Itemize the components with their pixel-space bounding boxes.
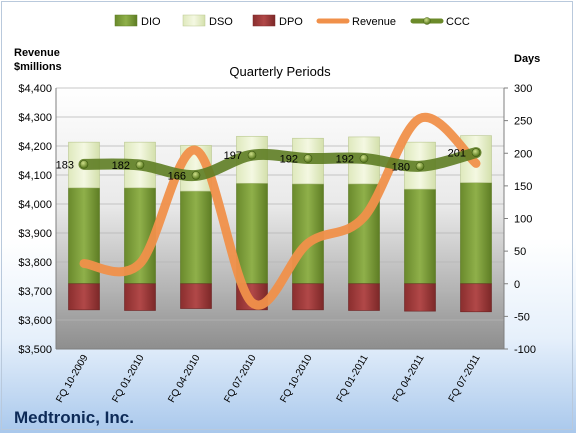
x-tick-label: FQ 10-2009 bbox=[54, 353, 90, 405]
chart-title: Quarterly Periods bbox=[229, 64, 331, 79]
x-tick-label: FQ 07-2011 bbox=[447, 353, 483, 404]
legend-swatch-ccc-dot bbox=[423, 17, 431, 25]
bar-dpo bbox=[348, 283, 380, 311]
left-tick-label: $3,800 bbox=[18, 257, 52, 269]
ccc-line bbox=[78, 147, 482, 182]
bar-dpo bbox=[180, 283, 212, 309]
right-tick-label: 150 bbox=[514, 181, 532, 193]
legend-swatch-dio bbox=[114, 14, 138, 27]
right-tick-label: 0 bbox=[514, 279, 520, 291]
ccc-data-label: 182 bbox=[112, 160, 130, 172]
ccc-point bbox=[415, 162, 425, 171]
left-tick-label: $4,000 bbox=[18, 199, 52, 211]
ccc-point bbox=[79, 160, 89, 169]
company-name: Medtronic, Inc. bbox=[14, 408, 134, 427]
x-tick-label: FQ 01-2010 bbox=[110, 353, 146, 405]
bar-dpo bbox=[68, 283, 100, 311]
x-tick-label: FQ 04-2011 bbox=[391, 353, 427, 404]
plot-area bbox=[56, 88, 504, 349]
ccc-data-label: 183 bbox=[56, 159, 74, 171]
left-tick-label: $3,900 bbox=[18, 228, 52, 240]
legend-label-dio: DIO bbox=[141, 16, 161, 28]
right-tick-label: 250 bbox=[514, 116, 532, 128]
left-axis-title-line2: $millions bbox=[14, 61, 62, 73]
line-series bbox=[78, 112, 482, 310]
x-tick-label: FQ 10-2010 bbox=[278, 353, 314, 405]
right-tick-label: -100 bbox=[514, 344, 536, 356]
right-axis-title: Days bbox=[514, 53, 540, 65]
left-tick-label: $4,300 bbox=[18, 112, 52, 124]
ccc-point bbox=[247, 150, 257, 160]
bar-dpo bbox=[404, 283, 436, 312]
revenue-line bbox=[79, 112, 481, 310]
left-tick-label: $4,100 bbox=[18, 170, 52, 182]
legend-label-dpo: DPO bbox=[279, 16, 303, 28]
x-tick-label: FQ 04-2010 bbox=[166, 353, 202, 405]
ccc-point bbox=[471, 148, 481, 157]
ccc-point bbox=[303, 154, 313, 163]
ccc-data-label: 201 bbox=[448, 148, 466, 160]
x-tick-label: FQ 01-2011 bbox=[335, 353, 371, 404]
bar-dio bbox=[236, 182, 268, 285]
legend-swatch-dpo bbox=[252, 14, 276, 27]
left-tick-label: $4,200 bbox=[18, 141, 52, 153]
data-labels: 183 182 166 197 192 192 180 201 bbox=[56, 148, 466, 183]
left-tick-label: $3,700 bbox=[18, 286, 52, 298]
left-tick-label: $4,400 bbox=[18, 83, 52, 95]
legend-swatch-dso bbox=[182, 14, 206, 27]
bar-dio bbox=[404, 188, 436, 285]
ccc-data-label: 180 bbox=[392, 161, 410, 173]
legend-label-revenue: Revenue bbox=[352, 16, 396, 28]
bar-series bbox=[68, 135, 492, 313]
ccc-point bbox=[135, 160, 145, 170]
left-tick-label: $3,500 bbox=[18, 344, 52, 356]
legend-label-ccc: CCC bbox=[446, 16, 470, 28]
right-tick-label: 50 bbox=[514, 246, 526, 258]
bar-dio bbox=[460, 182, 492, 285]
bar-dio bbox=[180, 190, 212, 285]
right-tick-label: 300 bbox=[514, 83, 532, 95]
legend-label-dso: DSO bbox=[209, 16, 233, 28]
x-tick-label: FQ 07-2010 bbox=[222, 353, 258, 405]
left-axis-title-line1: Revenue bbox=[14, 47, 60, 59]
right-tick-label: 100 bbox=[514, 214, 532, 226]
right-tick-label: -50 bbox=[514, 311, 530, 323]
bar-dpo bbox=[124, 283, 156, 311]
bar-dpo bbox=[460, 283, 492, 313]
bar-dpo bbox=[292, 283, 324, 311]
ccc-data-label: 192 bbox=[280, 153, 298, 165]
right-tick-label: 200 bbox=[514, 148, 532, 160]
ccc-point bbox=[359, 154, 369, 163]
ccc-data-label: 192 bbox=[336, 153, 354, 165]
legend: DIO DSO DPO Revenue CCC bbox=[114, 14, 470, 28]
ccc-data-label: 197 bbox=[224, 150, 242, 162]
left-tick-label: $3,600 bbox=[18, 315, 52, 327]
ccc-data-label: 166 bbox=[168, 170, 186, 182]
ccc-point bbox=[191, 171, 201, 180]
